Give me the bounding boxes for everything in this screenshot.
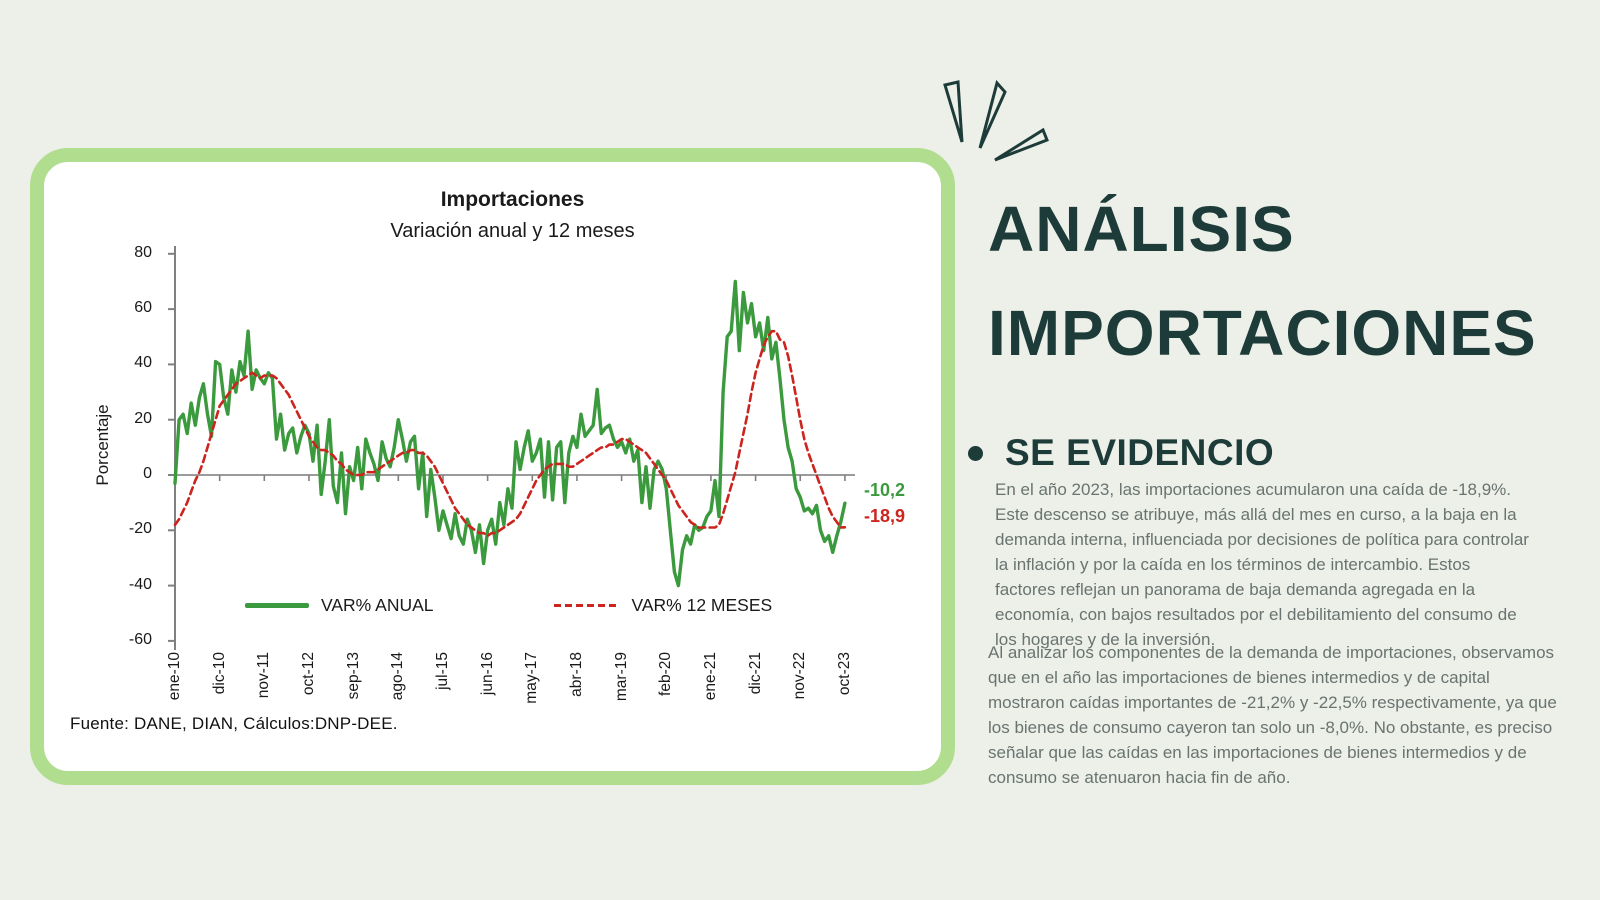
x-tick-label: ene-21: [701, 652, 719, 701]
x-tick-label: dic-21: [746, 652, 764, 695]
analysis-paragraph-2: Al analizar los componentes de la demand…: [988, 643, 1557, 787]
red-dashed-line-swatch: [553, 604, 620, 607]
panel-title-line1: ANÁLISIS: [988, 193, 1295, 265]
analysis-paragraph-1: En el año 2023, las importaciones acumul…: [995, 480, 1529, 649]
x-tick-label: ago-14: [389, 652, 407, 701]
series-end-value-12-meses: -18,9: [864, 506, 906, 526]
x-tick-label: jun-16: [478, 652, 496, 696]
x-tick-label: oct-23: [835, 652, 853, 696]
y-tick-label: 40: [134, 354, 152, 372]
y-tick-label: -20: [128, 520, 152, 538]
x-tick-label: oct-12: [299, 652, 317, 696]
y-tick-label: -40: [128, 575, 152, 593]
legend-item-var-12-meses: VAR% 12 MESES: [553, 595, 773, 616]
chart-area: Importaciones Variación anual y 12 meses…: [44, 162, 941, 771]
x-tick-label: sep-13: [344, 652, 362, 700]
y-tick-label: 80: [134, 243, 152, 261]
chart-card: Importaciones Variación anual y 12 meses…: [30, 148, 955, 785]
series-line-var-anual: [173, 279, 847, 588]
x-tick-label: nov-11: [255, 652, 273, 699]
source-note: Fuente: DANE, DIAN, Cálculos:DNP-DEE.: [70, 714, 398, 733]
panel-title: ANÁLISIS IMPORTACIONES: [988, 178, 1588, 385]
x-tick-label: dic-10: [210, 652, 228, 695]
section-heading-row: SE EVIDENCIO: [968, 432, 1274, 474]
x-tick-label: ene-10: [166, 652, 183, 701]
series-end-value-anual: -10,2: [864, 480, 906, 500]
x-tick-label: jul-15: [433, 652, 451, 690]
y-tick-label: 60: [134, 299, 152, 317]
x-tick-label: abr-18: [567, 652, 585, 697]
panel-title-line2: IMPORTACIONES: [988, 296, 1537, 369]
x-tick-label: nov-22: [791, 652, 809, 700]
series-line-var-12-meses: [173, 329, 847, 538]
line-chart-plot: [168, 246, 855, 650]
chart-title: Importaciones: [440, 188, 585, 211]
y-tick-label: -60: [128, 630, 152, 648]
legend-label: VAR% 12 MESES: [631, 595, 773, 615]
chart-subtitle: Variación anual y 12 meses: [390, 220, 635, 242]
y-tick-label: 0: [143, 465, 152, 482]
section-heading: SE EVIDENCIO: [1005, 432, 1275, 473]
x-tick-label: feb-20: [657, 652, 675, 696]
x-tick-label: mar-19: [612, 652, 630, 702]
x-tick-label: may-17: [523, 652, 541, 704]
y-tick-label: 20: [134, 409, 152, 427]
green-solid-line-swatch: [245, 603, 309, 608]
legend-label: VAR% ANUAL: [321, 595, 434, 615]
sparkle-burst-icon: [943, 79, 1049, 162]
legend-item-var-anual: VAR% ANUAL: [245, 595, 434, 616]
chart-legend: VAR% ANUAL VAR% 12 MESES: [175, 595, 849, 616]
bullet-icon: [968, 445, 983, 461]
